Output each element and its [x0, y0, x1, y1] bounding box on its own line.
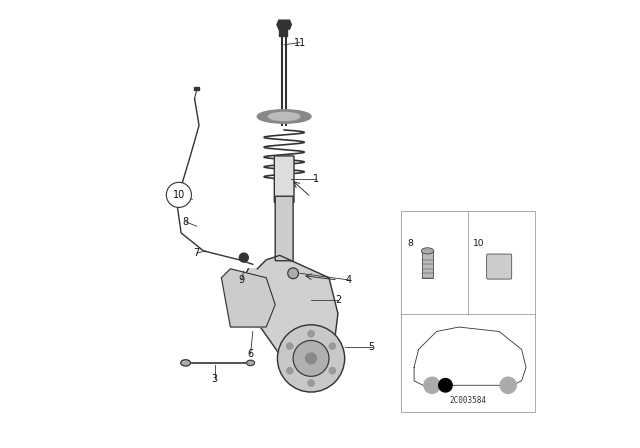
Circle shape	[329, 367, 335, 374]
Bar	[422, 251, 433, 278]
Text: 8: 8	[182, 217, 189, 227]
Text: 3: 3	[212, 374, 218, 383]
Ellipse shape	[421, 248, 434, 254]
Text: 2C003584: 2C003584	[449, 396, 486, 405]
Ellipse shape	[180, 360, 191, 366]
Polygon shape	[239, 255, 338, 376]
Text: 4: 4	[346, 275, 352, 285]
Polygon shape	[277, 20, 291, 29]
Circle shape	[308, 380, 314, 386]
Circle shape	[329, 343, 335, 349]
FancyBboxPatch shape	[486, 254, 512, 279]
Ellipse shape	[269, 112, 300, 121]
Circle shape	[308, 331, 314, 337]
FancyBboxPatch shape	[275, 196, 293, 261]
Text: 8: 8	[408, 239, 413, 248]
Text: 9: 9	[239, 275, 244, 285]
Circle shape	[288, 268, 298, 279]
Circle shape	[424, 377, 440, 393]
Circle shape	[306, 353, 316, 364]
Circle shape	[439, 379, 452, 392]
Text: 5: 5	[369, 342, 374, 352]
Text: 11: 11	[294, 38, 306, 47]
FancyBboxPatch shape	[275, 156, 294, 202]
Text: 1: 1	[312, 174, 319, 184]
Circle shape	[500, 377, 516, 393]
Text: 10: 10	[473, 239, 484, 248]
Bar	[194, 87, 200, 90]
Circle shape	[287, 367, 293, 374]
Circle shape	[239, 253, 248, 262]
Text: 7: 7	[194, 248, 200, 258]
Bar	[279, 25, 287, 36]
Circle shape	[166, 182, 191, 207]
Text: 6: 6	[248, 349, 253, 359]
Circle shape	[287, 343, 293, 349]
Circle shape	[278, 325, 345, 392]
Polygon shape	[221, 269, 275, 327]
Text: 10: 10	[173, 190, 185, 200]
Ellipse shape	[246, 360, 255, 366]
Text: 2: 2	[335, 295, 341, 305]
Ellipse shape	[257, 110, 311, 123]
Bar	[401, 211, 535, 412]
Circle shape	[293, 340, 329, 376]
